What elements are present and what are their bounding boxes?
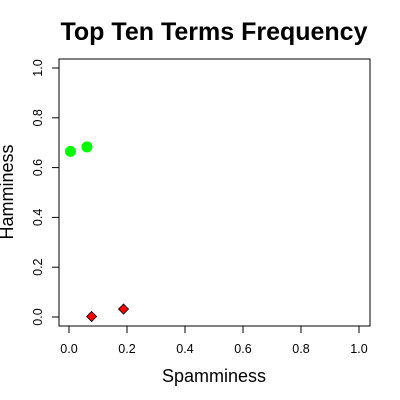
data-point-circle [64,145,76,157]
y-tick-label: 0.2 [31,258,45,275]
x-tick-label: 0.6 [234,342,251,356]
x-tick-label: 0.2 [118,342,135,356]
data-point-diamond [117,303,130,315]
y-tick-label: 0.8 [31,109,45,126]
y-tick-label: 1.0 [31,59,45,76]
data-point-circle [81,141,93,153]
y-axis: 0.0 0.2 0.4 0.6 0.8 1.0 [31,59,59,326]
y-tick-label: 0.0 [31,308,45,325]
x-tick-label: 0.8 [292,342,309,356]
x-axis-label: Spamminess [162,366,266,386]
chart-title: Top Ten Terms Frequency [61,18,368,46]
x-tick-label: 1.0 [350,342,367,356]
data-points [64,141,130,323]
x-axis: 0.0 0.2 0.4 0.6 0.8 1.0 [60,326,368,356]
x-tick-label: 0.4 [176,342,193,356]
y-axis-label: Hamminess [0,144,17,239]
y-tick-label: 0.6 [31,159,45,176]
x-tick-label: 0.0 [60,342,77,356]
y-tick-label: 0.4 [31,209,45,226]
plot-frame [58,58,371,327]
data-point-diamond [86,310,98,323]
